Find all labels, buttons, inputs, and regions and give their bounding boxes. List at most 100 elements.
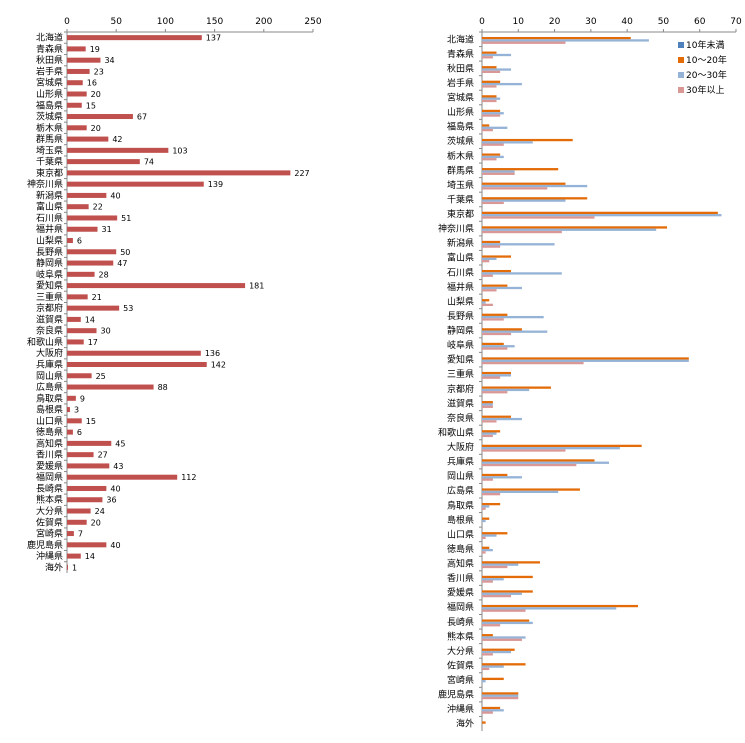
data-label: 136 (205, 349, 220, 358)
bar (482, 68, 512, 71)
category-label: 山梨県 (447, 295, 474, 307)
bar (482, 517, 490, 520)
bar (67, 294, 88, 300)
data-label: 181 (249, 282, 264, 291)
category-label: 沖縄県 (36, 550, 63, 562)
category-label: 高知県 (36, 437, 63, 449)
bar (482, 124, 490, 127)
bar (482, 211, 718, 215)
data-label: 31 (102, 225, 112, 234)
bar (482, 609, 526, 612)
legend-swatch (678, 57, 684, 63)
x-tick-label: 70 (730, 17, 742, 27)
bar (482, 143, 504, 146)
data-label: 7 (78, 530, 83, 539)
category-label: 愛媛県 (36, 460, 63, 472)
category-label: 宮城県 (36, 77, 63, 89)
bar (482, 66, 497, 69)
bar (482, 359, 689, 362)
bar (482, 153, 501, 156)
bar (482, 226, 668, 229)
category-label: 大分県 (447, 645, 474, 657)
data-label: 20 (91, 518, 101, 527)
bar (482, 546, 490, 549)
bar (482, 197, 588, 200)
category-label: 栃木県 (36, 122, 63, 134)
bar (482, 51, 497, 54)
x-tick-label: 250 (304, 17, 321, 27)
category-label: 長野県 (36, 247, 63, 258)
category-label: 高知県 (447, 558, 474, 570)
category-label: 石川県 (36, 213, 63, 224)
data-label: 51 (121, 214, 131, 223)
category-label: 大分県 (36, 505, 63, 517)
category-label: 茨城県 (447, 135, 474, 147)
data-label: 6 (77, 237, 82, 246)
category-label: 千葉県 (36, 156, 63, 168)
bar (67, 91, 87, 97)
data-label: 19 (90, 45, 100, 54)
bar (482, 141, 533, 144)
bar (482, 624, 501, 627)
bar (67, 114, 133, 120)
bar (67, 159, 140, 165)
bar (482, 432, 497, 435)
bar (482, 711, 493, 714)
category-label: 新潟県 (447, 237, 474, 249)
category-label: 茨城県 (36, 111, 63, 123)
bar (482, 434, 493, 438)
category-label: 新潟県 (36, 189, 63, 201)
bar (482, 592, 522, 595)
category-label: 福井県 (36, 223, 63, 235)
legend-swatch (678, 72, 684, 78)
bar (482, 187, 548, 190)
category-label: 岡山県 (36, 371, 63, 382)
data-label: 20 (91, 90, 101, 99)
bar (67, 283, 246, 289)
bar (482, 505, 490, 508)
bar (482, 493, 501, 496)
bar (67, 181, 204, 187)
bar (482, 41, 566, 44)
category-label: 長野県 (447, 311, 474, 322)
category-label: 山形県 (36, 88, 63, 100)
category-label: 群馬県 (447, 164, 474, 176)
bar (482, 126, 508, 129)
category-label: 三重県 (447, 368, 474, 380)
category-label: 奈良県 (36, 325, 63, 337)
x-tick-label: 10 (513, 17, 525, 27)
category-label: 海外 (45, 561, 63, 573)
data-label: 25 (96, 372, 106, 381)
data-label: 103 (172, 146, 187, 155)
category-label: 長崎県 (447, 616, 474, 628)
data-label: 36 (106, 496, 116, 505)
bar (67, 350, 201, 356)
category-label: 愛知県 (36, 280, 63, 292)
bar (482, 663, 526, 666)
bar (482, 680, 486, 683)
bar (482, 376, 501, 379)
bar (482, 328, 522, 331)
data-label: 34 (104, 56, 114, 65)
bar (482, 199, 566, 202)
bar (482, 347, 508, 350)
bar (67, 452, 94, 458)
bar (482, 561, 541, 564)
bar (482, 243, 555, 246)
bar (482, 95, 497, 98)
legend-label: 10年未満 (686, 39, 724, 51)
bar (482, 488, 580, 491)
bar (482, 269, 512, 273)
category-label: 島根県 (447, 514, 474, 526)
bar (67, 80, 83, 86)
bar (482, 303, 493, 307)
category-label: 京都府 (36, 302, 63, 314)
bar (482, 621, 533, 625)
bar (482, 420, 497, 423)
bar (482, 272, 562, 275)
bar (67, 373, 92, 379)
category-label: 福島県 (36, 99, 63, 111)
legend-label: 10〜20年 (686, 54, 727, 66)
data-label: 17 (88, 338, 98, 347)
bar (67, 136, 109, 142)
